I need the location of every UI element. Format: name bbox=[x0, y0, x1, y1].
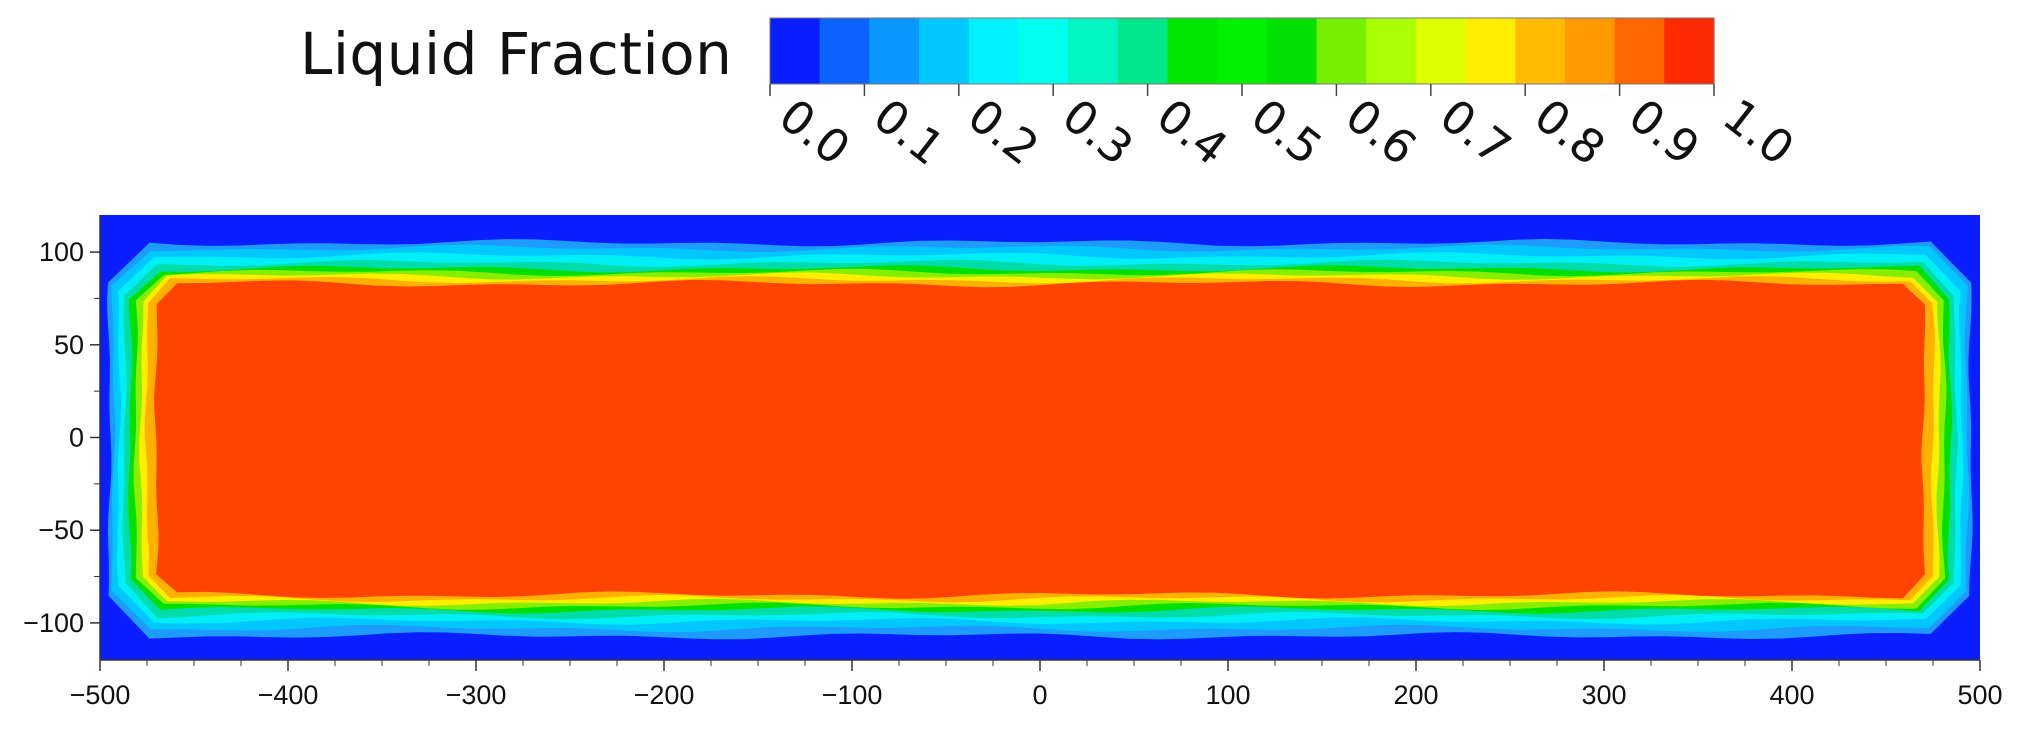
y-tick-label: 50 bbox=[54, 330, 84, 360]
y-tick-label: −100 bbox=[23, 608, 84, 638]
colorbar-swatch bbox=[1415, 18, 1467, 84]
x-tick-label: 0 bbox=[1032, 680, 1047, 710]
plot-area bbox=[99, 215, 1980, 661]
colorbar-tick-label: 1.0 bbox=[1713, 88, 1804, 176]
colorbar-tick-label: 0.2 bbox=[958, 88, 1049, 176]
contour-level bbox=[154, 279, 1926, 599]
colorbar-tick-label: 0.5 bbox=[1241, 88, 1332, 176]
colorbar-swatch bbox=[1614, 18, 1665, 84]
colorbar-tick-label: 0.7 bbox=[1430, 88, 1521, 176]
colorbar-swatch bbox=[770, 18, 821, 84]
colorbar-swatch bbox=[1018, 18, 1069, 84]
x-tick-label: −100 bbox=[822, 680, 883, 710]
colorbar-tick-label: 0.4 bbox=[1147, 88, 1238, 176]
y-axis: 100 50 0 −50 −100 bbox=[23, 237, 100, 638]
colorbar-swatch bbox=[1515, 18, 1566, 84]
x-tick-label: −400 bbox=[258, 680, 319, 710]
colorbar-swatch bbox=[919, 18, 970, 84]
x-tick-label: 500 bbox=[1957, 680, 2002, 710]
colorbar-swatch bbox=[1316, 18, 1367, 84]
colorbar-swatch bbox=[1068, 18, 1119, 84]
legend-title: Liquid Fraction bbox=[300, 20, 733, 88]
y-tick-label: −50 bbox=[38, 515, 84, 545]
colorbar-swatch bbox=[1366, 18, 1417, 84]
colorbar-tick-label: 0.9 bbox=[1619, 88, 1710, 176]
x-tick-label: 100 bbox=[1205, 680, 1250, 710]
x-tick-label: 400 bbox=[1769, 680, 1814, 710]
colorbar-swatch bbox=[968, 18, 1020, 84]
colorbar-swatch bbox=[1664, 18, 1715, 84]
colorbar-tick-label: 0.1 bbox=[864, 88, 955, 176]
x-tick-label: −500 bbox=[70, 680, 131, 710]
colorbar-swatch bbox=[1217, 18, 1268, 84]
colorbar-swatch bbox=[869, 18, 920, 84]
colorbar-tick-label: 0.3 bbox=[1052, 88, 1143, 176]
x-axis: −500 −400 −300 −200 −100 0 100 200 300 400 500 bbox=[70, 660, 2003, 710]
colorbar-swatch bbox=[1465, 18, 1516, 84]
x-tick-label: 200 bbox=[1393, 680, 1438, 710]
x-tick-label: −300 bbox=[446, 680, 507, 710]
colorbar-tick-label: 0.8 bbox=[1524, 88, 1615, 176]
colorbar-swatch bbox=[1167, 18, 1218, 84]
y-tick-label: 0 bbox=[69, 423, 84, 453]
x-tick-label: −200 bbox=[634, 680, 695, 710]
colorbar-tick-label: 0.6 bbox=[1336, 88, 1427, 176]
x-tick-label: 300 bbox=[1581, 680, 1626, 710]
colorbar: 0.0 0.1 0.2 0.3 0.4 0.5 0.6 0.7 0.8 0.9 1.0 bbox=[769, 17, 1804, 176]
colorbar-swatch bbox=[1117, 18, 1169, 84]
colorbar-swatch bbox=[819, 18, 870, 84]
colorbar-swatch bbox=[1564, 18, 1616, 84]
colorbar-tick-label: 0.0 bbox=[769, 88, 860, 176]
colorbar-swatch bbox=[1266, 18, 1318, 84]
y-tick-label: 100 bbox=[39, 237, 84, 267]
